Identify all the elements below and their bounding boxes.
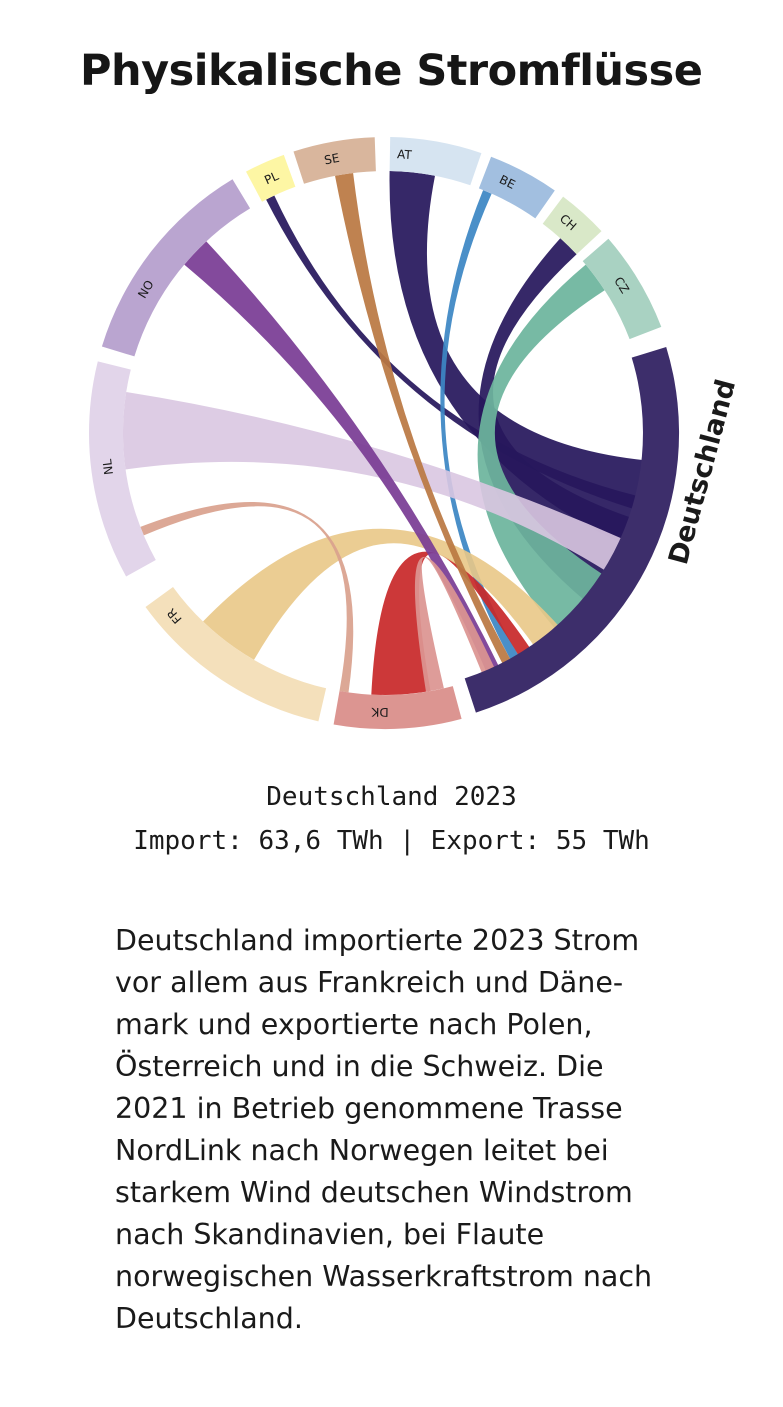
flow-ribbon-dk: [371, 551, 532, 695]
flow-ribbon-se: [335, 173, 512, 667]
description-line: vor allem aus Frankreich und Däne-: [115, 966, 624, 999]
flow-ribbon-nl: [122, 392, 625, 572]
flow-ribbon-at: [389, 171, 646, 544]
flow-ribbon-dk: [414, 556, 496, 692]
summary-values: Import: 63,6 TWh | Export: 55 TWh: [133, 826, 650, 856]
node-arc-nl: [89, 361, 156, 577]
node-arc-at: [389, 137, 482, 186]
node-label-dk: DK: [370, 705, 388, 719]
description-line: starkem Wind deutschen Windstrom: [115, 1176, 633, 1209]
description-line: 2021 in Betrieb genommene Trasse: [115, 1092, 623, 1125]
node-arc-dk: [333, 686, 462, 729]
chart-title: Physikalische Stromflüsse: [80, 46, 703, 96]
description-line: Deutschland.: [115, 1302, 303, 1335]
description-line: nach Skandinavien, bei Flaute: [115, 1218, 545, 1251]
node-label-se: SE: [323, 151, 341, 168]
summary-title: Deutschland 2023: [266, 782, 517, 812]
node-arc-cz: [582, 238, 662, 340]
node-arc-ch: [542, 196, 602, 255]
node-arc-fr: [145, 587, 327, 722]
description-line: mark und exportierte nach Polen,: [115, 1008, 593, 1041]
flow-ribbon-fr: [140, 501, 354, 693]
chord-ribbons: [122, 171, 646, 695]
node-label-pl: PL: [262, 169, 281, 188]
node-arc-deutschland: [464, 347, 680, 713]
flow-ribbon-fr: [203, 528, 561, 660]
node-arc-no: [101, 179, 251, 357]
chord-arcs: [89, 137, 680, 729]
node-arc-pl: [246, 154, 296, 202]
flow-ribbon-cz: [477, 264, 605, 631]
description-line: norwegischen Wasserkraftstrom nach: [115, 1260, 653, 1293]
node-label-nl: NL: [100, 458, 116, 476]
description-line: NordLink nach Norwegen leitet bei: [115, 1134, 609, 1167]
node-arc-se: [293, 137, 376, 184]
description-line: Österreich und in die Schweiz. Die: [115, 1050, 604, 1083]
node-arc-be: [478, 156, 555, 219]
node-label-be: BE: [497, 172, 517, 192]
node-label-at: AT: [397, 147, 413, 162]
description-line: Deutschland importierte 2023 Strom: [115, 924, 640, 957]
description-text: Deutschland importierte 2023 Strom vor a…: [115, 920, 715, 1340]
